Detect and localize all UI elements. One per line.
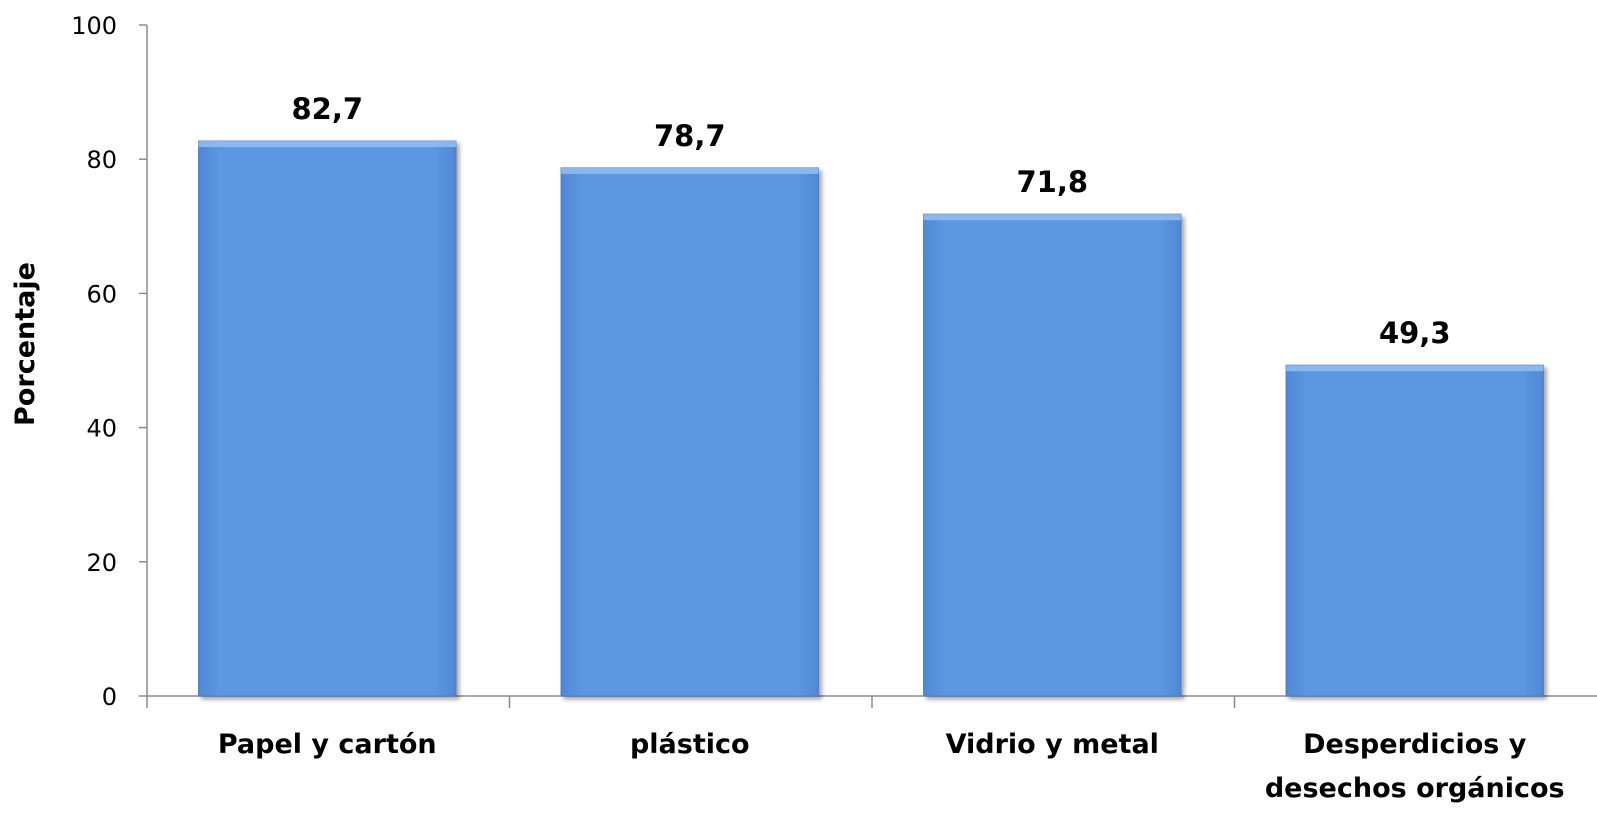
y-axis: 0 20 40 60 80 100 [71, 12, 148, 711]
x-category-label: desechos orgánicos [1265, 773, 1565, 804]
x-axis: Papel y cartón plástico Vidrio y metal Desp… [146, 695, 1597, 804]
bar [1285, 364, 1544, 697]
data-label: 78,7 [654, 119, 726, 153]
y-axis-title: Porcentaje [10, 262, 41, 426]
x-category-label: Papel y cartón [218, 729, 437, 760]
bar-highlight [561, 167, 819, 174]
y-tick-label: 40 [86, 415, 117, 443]
data-labels: 82,7 78,7 71,8 49,3 [291, 92, 1450, 350]
bars [198, 140, 1544, 697]
data-label: 82,7 [291, 92, 363, 126]
bar [923, 213, 1182, 697]
bar [198, 140, 457, 697]
y-tick-label: 100 [71, 12, 117, 40]
bar-highlight [923, 214, 1181, 221]
x-category-label: plástico [630, 729, 750, 760]
bar-highlight [1286, 365, 1544, 372]
data-label: 49,3 [1379, 316, 1451, 350]
x-category-label: Vidrio y metal [946, 729, 1159, 760]
bar-highlight [198, 141, 456, 148]
data-label: 71,8 [1016, 165, 1088, 199]
bar [560, 167, 819, 697]
y-tick-label: 20 [86, 549, 117, 577]
y-tick-label: 0 [102, 683, 117, 711]
y-tick-label: 80 [86, 146, 117, 174]
y-tick-label: 60 [86, 280, 117, 308]
x-category-label: Desperdicios y [1303, 729, 1527, 760]
